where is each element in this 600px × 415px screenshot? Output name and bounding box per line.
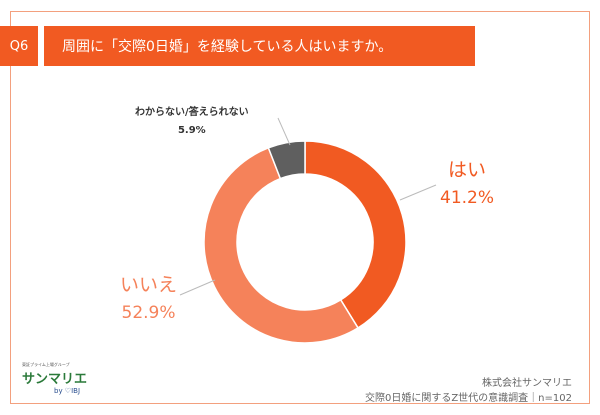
question-number: Q6 xyxy=(0,26,38,66)
label-unknown-value: 5.9% xyxy=(177,125,206,136)
company-name: 株式会社サンマリエ xyxy=(482,378,572,389)
label-no: いいえ 52.9% xyxy=(120,270,177,323)
leader-line-0 xyxy=(399,184,437,201)
sanmarie-logo: 東証プライム上場グループ サンマリエ by ♡IBJ xyxy=(22,362,88,395)
label-yes: はい 41.2% xyxy=(440,155,494,208)
question-title: 周囲に「交際0日婚」を経験している人はいますか。 xyxy=(44,26,475,66)
donut-slice-0 xyxy=(304,140,407,329)
label-no-value: 52.9% xyxy=(121,303,176,323)
donut-slice-2 xyxy=(267,140,306,180)
label-unknown: わからない/答えられない 5.9% xyxy=(135,104,249,140)
label-no-name: いいえ xyxy=(120,274,178,296)
leader-line-1 xyxy=(179,279,216,296)
leader-line-2 xyxy=(277,117,291,146)
source-note: 株式会社サンマリエ 交際0日婚に関するZ世代の意識調査｜n=102 xyxy=(365,376,572,406)
donut-slice-1 xyxy=(203,146,360,344)
survey-name: 交際0日婚に関するZ世代の意識調査｜n=102 xyxy=(364,393,572,404)
label-yes-value: 41.2% xyxy=(440,188,495,208)
content-frame xyxy=(10,11,590,404)
label-unknown-name: わからない/答えられない xyxy=(135,107,249,118)
label-yes-name: はい xyxy=(448,159,487,181)
